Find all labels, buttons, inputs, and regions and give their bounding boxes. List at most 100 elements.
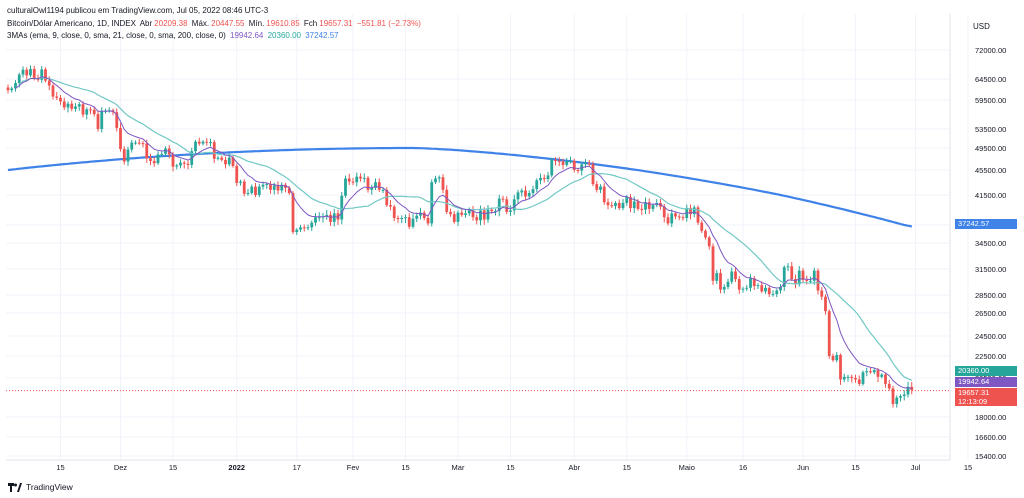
candle-body (242, 181, 246, 194)
last-price-badge: 19657.31 12:13:09 (955, 388, 1017, 406)
candle-body (340, 195, 344, 220)
candle-body (741, 288, 745, 290)
indicator-ma21-value: 20360.00 (267, 31, 301, 40)
candle-body (141, 143, 145, 145)
candle-body (302, 227, 306, 229)
y-tick-label: 15400.00 (975, 452, 1006, 461)
candle-body (704, 230, 707, 238)
y-tick-label: 22500.00 (975, 352, 1006, 361)
candle-body (599, 186, 602, 190)
candle-body (362, 177, 366, 179)
x-tick-label: 17 (293, 463, 301, 472)
y-tick-label: 16600.00 (975, 433, 1006, 442)
candle-body (235, 166, 239, 183)
candle-body (711, 246, 715, 281)
candle-body (884, 374, 887, 384)
candle-body (377, 182, 381, 190)
ohlc-line: Bitcoin/Dólar Americano, 1D, INDEX Abr 20… (7, 19, 423, 28)
y-tick-label: 72000.00 (975, 46, 1006, 55)
candle-body (246, 193, 250, 195)
candle-body (295, 229, 299, 233)
candle-body (74, 106, 77, 109)
candle-body (809, 280, 812, 282)
candle-body (160, 153, 164, 155)
ma21-badge: 20360.00 (955, 366, 1017, 376)
candle-body (647, 202, 651, 209)
currency-label: USD (973, 22, 990, 31)
candle-body (145, 143, 149, 159)
ma21-line (18, 77, 913, 381)
candle-body (475, 217, 479, 221)
candle-body (554, 159, 557, 161)
candle-body (212, 142, 216, 159)
candle-body (557, 160, 561, 162)
candle-body (201, 141, 205, 144)
candle-body (449, 211, 452, 215)
candle-body (209, 142, 212, 144)
candle-body (857, 379, 861, 384)
candle-body (287, 187, 291, 194)
indicator-ema9-value: 19942.64 (230, 31, 264, 40)
candle-body (415, 215, 419, 219)
candle-body (689, 208, 692, 215)
candle-body (584, 163, 587, 165)
x-tick-label: Jun (797, 463, 809, 472)
candle-body (486, 209, 490, 220)
candle-body (280, 184, 284, 191)
candle-body (539, 177, 542, 181)
x-tick-label: 15 (56, 463, 64, 472)
x-tick-label: 15 (506, 463, 514, 472)
candle-body (400, 217, 404, 219)
candle-body (467, 210, 471, 214)
x-tick-label: Maio (679, 463, 695, 472)
candle-body (66, 103, 70, 108)
candle-body (374, 182, 377, 188)
candle-body (764, 287, 767, 292)
candle-body (854, 378, 857, 380)
candle-body (291, 193, 295, 233)
publisher-line: culturalOwl1194 publicou em TradingView.… (7, 6, 269, 15)
ema9-line (15, 76, 912, 389)
candle-body (779, 286, 782, 291)
candle-body (696, 207, 700, 223)
candle-body (625, 197, 629, 203)
candle-body (407, 217, 411, 227)
candle-body (805, 279, 809, 281)
time-axis[interactable]: 15 Dez 15 2022 17 Fev 15 Mar 15 Abr 15 Maio 16 Jun 15 J… (56, 463, 972, 472)
candle-body (869, 371, 872, 373)
candle-body (156, 154, 160, 164)
footer-brand[interactable]: TradingView (8, 482, 73, 492)
x-tick-label: 15 (623, 463, 631, 472)
candle-body (501, 198, 505, 200)
close-label: Fch (303, 19, 318, 28)
indicator-line[interactable]: 3MAs (ema, 9, close, 0, sma, 21, close, … (7, 31, 341, 40)
candle-body (621, 202, 625, 209)
high-value: 20447.55 (211, 19, 245, 28)
candle-body (531, 189, 535, 194)
candle-body (122, 149, 126, 162)
close-value: 19657.31 (319, 19, 353, 28)
candle-body (452, 214, 456, 222)
candle-body (775, 290, 779, 295)
y-tick-label: 28500.00 (975, 291, 1006, 300)
candle-body (617, 202, 621, 209)
y-tick-label: 64500.00 (975, 75, 1006, 84)
candle-body (299, 227, 302, 230)
candle-body (512, 199, 516, 211)
x-tick-label: 2022 (228, 463, 245, 472)
candle-body (561, 161, 565, 165)
candle-body (59, 97, 62, 102)
candle-body (216, 157, 220, 159)
candle-body (179, 162, 182, 166)
candle-body (437, 177, 441, 179)
candle-body (434, 178, 437, 183)
candle-body (389, 205, 392, 207)
candle-body (790, 266, 794, 280)
candle-body (137, 142, 141, 144)
candle-body (115, 112, 119, 128)
candle-body (730, 271, 734, 282)
candle-body (670, 213, 674, 224)
candle-body (85, 109, 89, 115)
x-tick-label: 15 (964, 463, 972, 472)
